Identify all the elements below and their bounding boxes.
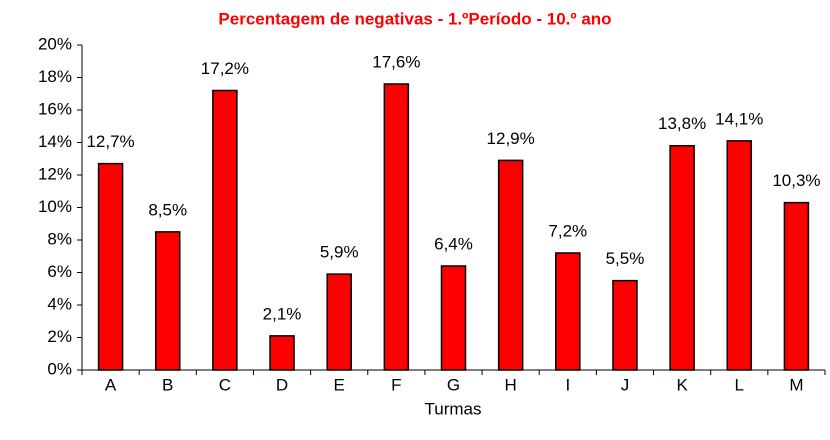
x-tick-label: L	[735, 375, 744, 394]
y-tick-label: 14%	[38, 132, 72, 151]
bar	[154, 231, 181, 371]
bar	[612, 279, 638, 371]
value-label: 7,2%	[548, 221, 587, 240]
y-tick-label: 6%	[47, 262, 72, 281]
x-tick-label: D	[276, 375, 288, 394]
x-tick-label: B	[162, 375, 173, 394]
x-axis-label: Turmas	[425, 399, 482, 418]
x-tick-label: C	[219, 375, 231, 394]
bar	[269, 335, 295, 371]
value-label: 6,4%	[434, 234, 473, 253]
x-tick-label: H	[505, 375, 517, 394]
bar	[555, 252, 581, 371]
y-tick-label: 10%	[38, 197, 72, 216]
bar	[726, 140, 753, 371]
value-label: 2,1%	[263, 304, 302, 323]
value-label: 14,1%	[715, 109, 763, 128]
x-tick-label: F	[391, 375, 401, 394]
value-label: 13,8%	[658, 114, 706, 133]
bar	[97, 162, 124, 371]
bar	[783, 201, 810, 371]
value-label: 17,2%	[201, 59, 249, 78]
x-tick-label: M	[789, 375, 803, 394]
bar	[383, 83, 410, 371]
value-label: 17,6%	[372, 52, 420, 71]
y-tick-label: 20%	[38, 34, 72, 53]
value-label: 12,9%	[487, 129, 535, 148]
y-tick-label: 16%	[38, 99, 72, 118]
bar	[669, 145, 695, 371]
y-tick-label: 0%	[47, 359, 72, 378]
chart-title: Percentagem de negativas - 1.ºPeríodo - …	[218, 9, 611, 28]
bar	[212, 89, 238, 371]
y-tick-label: 12%	[38, 164, 72, 183]
bar	[440, 265, 467, 371]
value-label: 12,7%	[86, 132, 134, 151]
y-tick-label: 8%	[47, 229, 72, 248]
x-tick-label: E	[334, 375, 345, 394]
value-label: 5,9%	[320, 243, 359, 262]
bar	[497, 159, 524, 371]
y-tick-label: 18%	[38, 67, 72, 86]
x-tick-label: J	[621, 375, 630, 394]
value-label: 10,3%	[772, 171, 820, 190]
value-label: 8,5%	[148, 200, 187, 219]
x-tick-label: A	[105, 375, 117, 394]
x-tick-label: G	[447, 375, 460, 394]
value-label: 5,5%	[606, 249, 645, 268]
y-tick-label: 4%	[47, 294, 72, 313]
y-tick-label: 2%	[47, 327, 72, 346]
x-tick-label: K	[676, 375, 688, 394]
bar	[326, 273, 352, 371]
x-tick-label: I	[565, 375, 570, 394]
